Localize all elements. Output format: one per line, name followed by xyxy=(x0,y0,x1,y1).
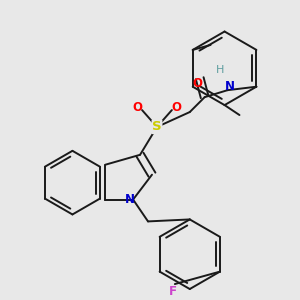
Text: O: O xyxy=(172,100,182,114)
Text: O: O xyxy=(193,77,203,90)
Text: N: N xyxy=(224,80,235,93)
Text: H: H xyxy=(215,65,224,75)
Text: S: S xyxy=(152,121,162,134)
Text: N: N xyxy=(125,193,135,206)
Text: F: F xyxy=(169,284,177,298)
Text: O: O xyxy=(132,100,142,114)
